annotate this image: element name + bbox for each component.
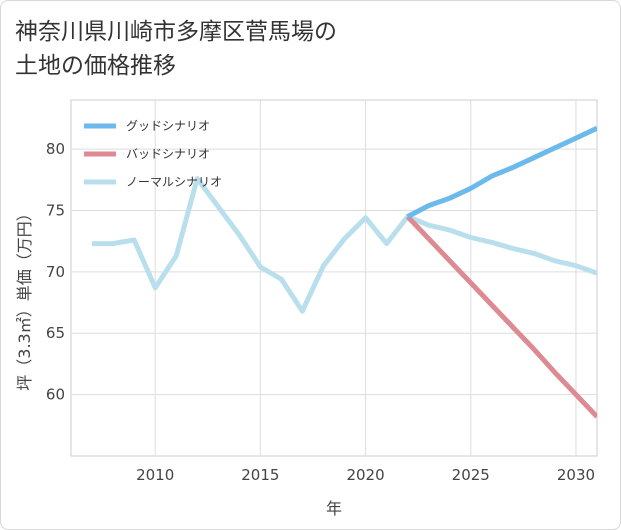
axis-ticks: 2010 2015 2020 2025 2030 60 65 70 75 80 bbox=[46, 140, 595, 484]
y-tick-label: 60 bbox=[46, 386, 65, 404]
x-tick-label: 2025 bbox=[452, 466, 490, 484]
x-axis-label: 年 bbox=[326, 499, 342, 518]
legend-label-0: グッドシナリオ bbox=[126, 119, 210, 133]
y-tick-label: 65 bbox=[46, 324, 65, 342]
y-tick-label: 75 bbox=[46, 201, 65, 219]
series-lines bbox=[92, 125, 597, 419]
grid bbox=[71, 100, 597, 456]
x-tick-label: 2020 bbox=[346, 466, 384, 484]
title-line-2: 土地の価格推移 bbox=[15, 53, 176, 79]
legend-label-2: ノーマルシナリオ bbox=[126, 175, 222, 189]
legend-label-1: バッドシナリオ bbox=[126, 147, 210, 161]
x-tick-label: 2030 bbox=[557, 466, 595, 484]
title-line-1: 神奈川県川崎市多摩区菅馬場の bbox=[15, 19, 337, 45]
y-axis-label: 坪（3.3㎡）単価（万円） bbox=[15, 205, 34, 390]
y-tick-label: 80 bbox=[46, 140, 65, 158]
page-title: 神奈川県川崎市多摩区菅馬場の 土地の価格推移 bbox=[15, 15, 337, 83]
series-line-2 bbox=[92, 176, 597, 314]
y-tick-label: 70 bbox=[46, 263, 65, 281]
x-tick-label: 2015 bbox=[241, 466, 279, 484]
series-line-0 bbox=[406, 125, 597, 219]
x-tick-label: 2010 bbox=[136, 466, 174, 484]
series-line-1 bbox=[405, 214, 597, 419]
